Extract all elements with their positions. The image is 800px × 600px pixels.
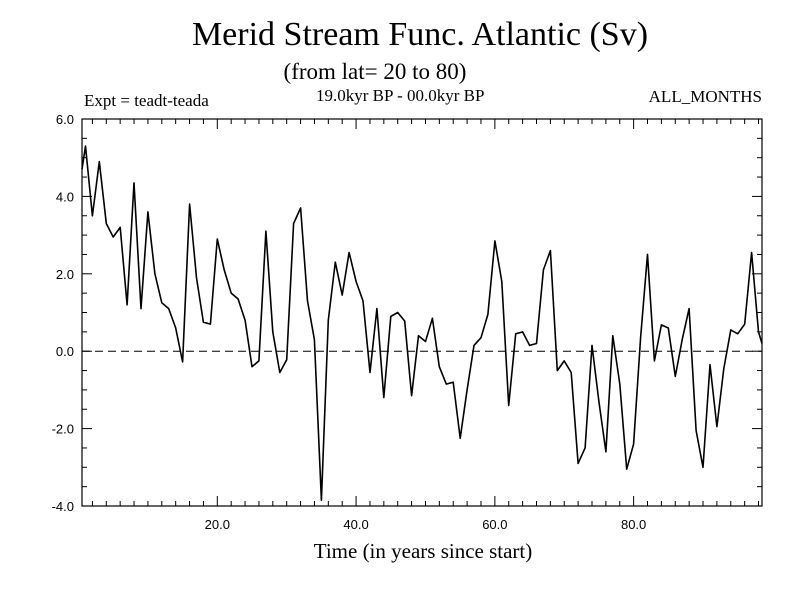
period-label: 19.0kyr BP - 00.0kyr BP (316, 86, 485, 105)
y-tick-label: 4.0 (56, 189, 74, 204)
y-tick-label: 0.0 (56, 344, 74, 359)
experiment-label: Expt = teadt-teada (84, 91, 209, 110)
y-tick-label: 6.0 (56, 112, 74, 127)
y-tick-label: -2.0 (52, 422, 74, 437)
axis-tick-labels: 20.0 40.0 60.0 80.0 -4.0 -2.0 0.0 2.0 4.0 6.0 (52, 112, 647, 532)
x-axis-label: Time (in years since start) (313, 539, 533, 563)
chart-title: Merid Stream Func. Atlantic (Sv) (191, 16, 649, 53)
data-series-line (81, 145, 763, 502)
months-label: ALL_MONTHS (648, 87, 762, 106)
x-tick-label: 40.0 (343, 517, 368, 532)
plot-frame (81, 118, 763, 507)
y-tick-label: 2.0 (56, 267, 74, 282)
x-tick-label: 60.0 (482, 517, 507, 532)
x-tick-label: 80.0 (621, 517, 646, 532)
chart-subtitle: (from lat= 20 to 80) (283, 59, 467, 84)
y-tick-label: -4.0 (52, 499, 74, 514)
x-tick-label: 20.0 (205, 517, 230, 532)
